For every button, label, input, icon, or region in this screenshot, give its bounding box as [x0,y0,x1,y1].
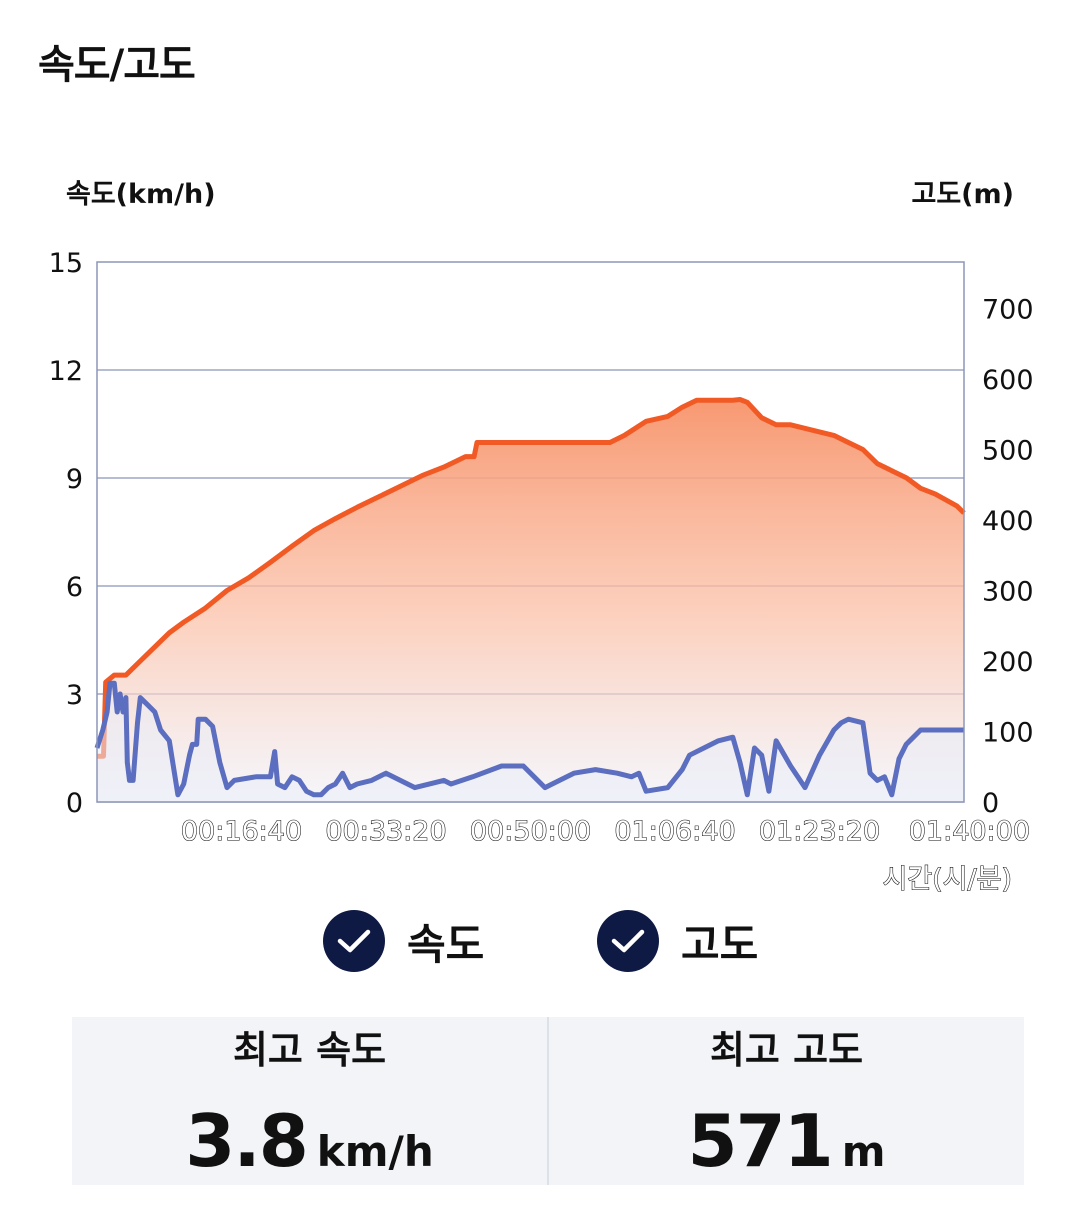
left-tick-label: 6 [66,572,83,603]
max-speed-value-row: 3.8 km/h [72,1099,547,1183]
x-tick-label: 00:16:40 [181,816,302,847]
x-tick-label: 01:23:20 [759,816,880,847]
plot-frame [96,261,965,803]
right-tick-label: 200 [982,647,1034,678]
max-altitude-value: 571 [687,1099,833,1183]
speed-area [97,683,964,802]
right-tick-label: 600 [982,365,1034,396]
x-tick-label: 00:50:00 [470,816,591,847]
legend-item-speed[interactable]: 속도 [323,910,484,972]
right-tick-label: 400 [982,506,1034,537]
x-tick-label: 01:40:00 [909,816,1030,847]
left-tick-label: 15 [49,248,83,279]
right-tick-label: 300 [982,577,1034,608]
max-speed-unit: km/h [316,1127,434,1176]
left-tick-label: 12 [49,356,83,387]
legend-label: 고도 [681,919,759,969]
legend: 속도 고도 [0,910,1080,972]
max-altitude-value-row: 571 m [549,1099,1024,1183]
left-tick-label: 3 [66,680,83,711]
right-axis-title: 고도(m) [911,179,1015,210]
axis-ticks: 0 3 6 9 12 15 0 100 200 300 400 500 600 700 00:16:40 00… [49,248,1034,896]
right-tick-label: 0 [982,788,999,819]
right-tick-label: 100 [982,718,1034,749]
max-altitude-unit: m [841,1127,886,1176]
speed-series [94,680,964,802]
altitude-area [97,399,964,802]
x-tick-label: 00:33:20 [325,816,446,847]
max-speed-stat: 최고 속도 3.8 km/h [72,1017,547,1185]
right-tick-label: 500 [982,436,1034,467]
max-altitude-label: 최고 고도 [709,1028,864,1072]
legend-item-altitude[interactable]: 고도 [597,910,758,972]
check-icon [597,910,659,972]
stats-panel: 최고 속도 3.8 km/h 최고 고도 571 m [72,1017,1024,1185]
x-axis-title: 시간(시/분) [882,864,1012,895]
page-title: 속도/고도 [38,42,196,88]
x-tick-label: 01:06:40 [614,816,735,847]
max-speed-value: 3.8 [185,1099,309,1183]
altitude-series [97,397,966,802]
left-axis-title: 속도(km/h) [66,179,216,210]
stats-divider [547,1017,549,1185]
legend-label: 속도 [407,919,485,969]
altitude-line [97,397,966,759]
max-altitude-stat: 최고 고도 571 m [549,1017,1024,1185]
speed-altitude-chart: 0 3 6 9 12 15 0 100 200 300 400 500 600 700 00:16:40 00… [49,248,1034,896]
max-speed-label: 최고 속도 [232,1028,387,1072]
left-tick-label: 0 [66,788,83,819]
speed-line [94,680,964,798]
check-icon [323,910,385,972]
right-tick-label: 700 [982,295,1034,326]
left-tick-label: 9 [66,464,83,495]
